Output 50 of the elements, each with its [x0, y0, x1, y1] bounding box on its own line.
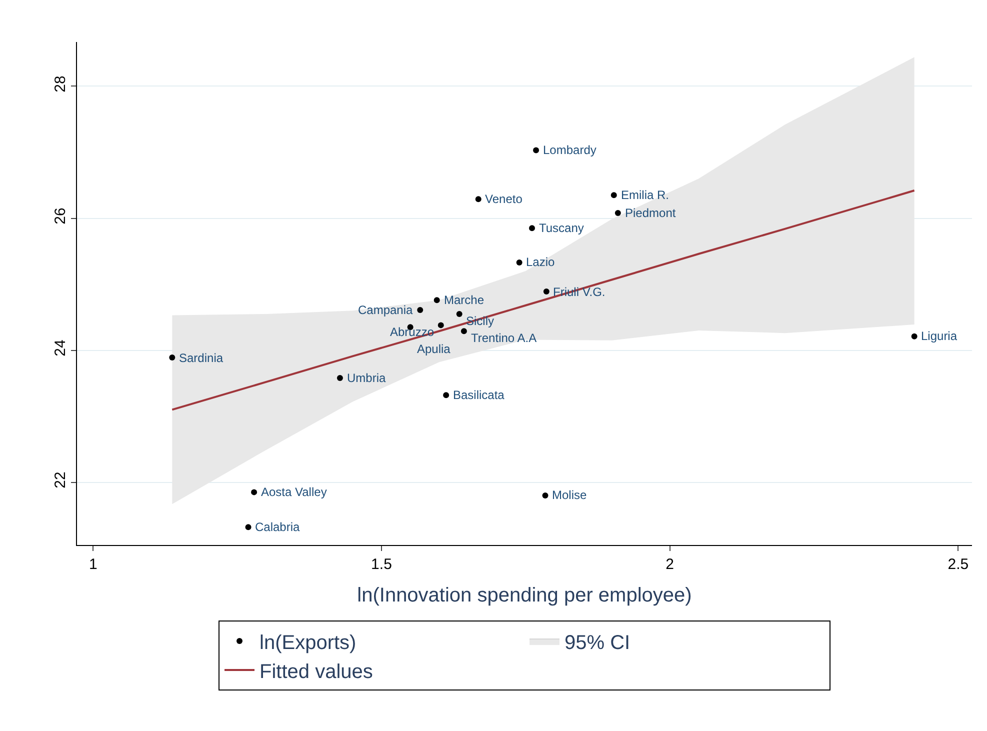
annotation: Apulia — [417, 342, 451, 356]
point — [516, 259, 522, 266]
annotation: Sardinia — [179, 351, 224, 365]
annotation: Lombardy — [543, 143, 596, 157]
legend-label: 95% CI — [564, 632, 630, 654]
x-tick-label: 1 — [88, 556, 98, 573]
point — [542, 492, 548, 498]
annotation: Emilia R. — [621, 188, 670, 202]
point — [614, 210, 621, 216]
point — [475, 196, 482, 202]
annotation: Lazio — [526, 255, 556, 269]
annotation: Umbria — [347, 371, 386, 385]
annotation: Trentino A.A — [471, 331, 537, 345]
y-tick-label: 24 — [52, 340, 69, 356]
x-tick-label: 2.5 — [948, 556, 969, 573]
point — [456, 310, 462, 317]
annotation: Liguria — [921, 329, 958, 343]
annotation: Marche — [444, 293, 484, 307]
y-tick-label: 26 — [52, 208, 69, 224]
x-axis-title: ln(Innovation spending per employee) — [357, 584, 692, 606]
legend-label: ln(Exports) — [260, 632, 356, 654]
point — [443, 392, 450, 398]
point — [169, 354, 176, 361]
line-series — [171, 190, 916, 411]
y-tick-label: 28 — [52, 76, 69, 92]
point — [529, 225, 535, 232]
point — [417, 307, 424, 313]
point — [434, 297, 440, 304]
annotation: Veneto — [485, 192, 523, 206]
annotation: Campania — [358, 303, 414, 317]
point — [911, 333, 918, 340]
point — [438, 322, 444, 328]
x-tick-label: 1.5 — [371, 556, 392, 573]
point — [336, 374, 343, 381]
annotation: Basilicata — [453, 388, 505, 402]
point — [245, 524, 252, 530]
point — [533, 147, 540, 154]
point — [251, 489, 258, 496]
annotation: Calabria — [255, 520, 300, 534]
point — [460, 328, 467, 334]
annotation: Molise — [552, 488, 587, 502]
annotation: Aosta Valley — [261, 485, 327, 499]
annotation: Abruzzo — [390, 325, 434, 339]
point — [610, 192, 617, 198]
y-tick-label: 22 — [52, 472, 69, 488]
point — [543, 288, 550, 295]
legend-label: Fitted values — [260, 660, 373, 683]
x-tick-label: 2 — [666, 556, 674, 573]
annotation: Tuscany — [539, 221, 584, 235]
annotation: Piedmont — [625, 206, 676, 220]
